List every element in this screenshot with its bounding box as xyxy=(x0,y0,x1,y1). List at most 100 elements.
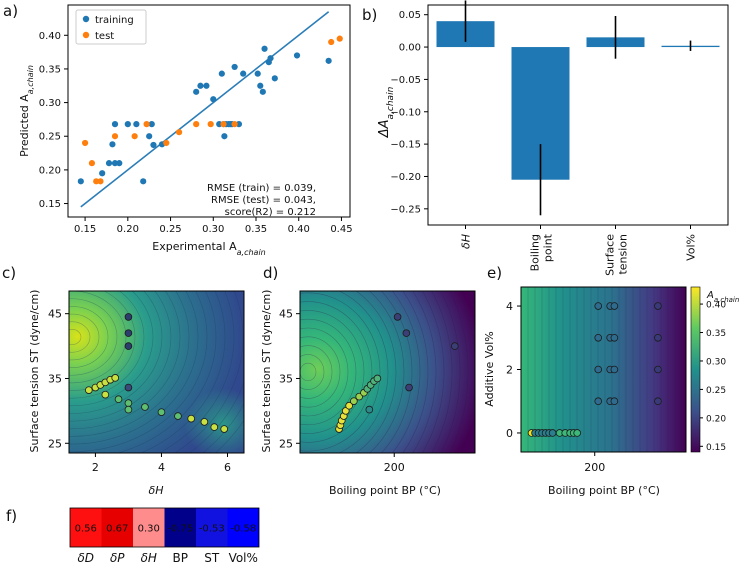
panel-c-points xyxy=(85,313,228,433)
x-tick-label: 0.15 xyxy=(74,224,96,235)
panel-d-label: d) xyxy=(263,264,278,282)
panel-b-categories: δH Boilingpoint Surfacetension Vol% xyxy=(460,225,698,276)
contour-line xyxy=(300,362,317,382)
heatmap-label: δP xyxy=(110,551,125,564)
annotation-r2: score(R2) = 0.212 xyxy=(225,207,316,218)
point-training xyxy=(231,63,238,71)
point-training xyxy=(197,82,204,89)
contour-line xyxy=(300,318,357,426)
point-test xyxy=(336,35,343,42)
sample-point xyxy=(111,374,120,382)
point-test xyxy=(193,121,200,128)
sample-point xyxy=(402,329,411,337)
panel-c-ticks: 2 4 6 25 35 45 xyxy=(48,308,231,474)
panel-a-label: a) xyxy=(3,2,18,20)
category-label-line: Vol% xyxy=(685,234,698,261)
sample-point xyxy=(393,313,402,321)
heatmap-cell xyxy=(164,508,196,547)
annotation-rmse-train: RMSE (train) = 0.039, xyxy=(207,183,316,194)
y-tick-label: 0 xyxy=(506,427,513,440)
sample-point xyxy=(124,342,133,350)
heatmap-label: Vol% xyxy=(229,551,258,564)
contour-line xyxy=(69,313,100,361)
point-training xyxy=(140,178,147,185)
panel-d-contour xyxy=(300,291,475,453)
panel-b-ylabel: ΔAa,chain xyxy=(377,86,396,138)
sample-point xyxy=(124,405,133,414)
y-tick-label: 0.15 xyxy=(39,199,61,210)
sample-point xyxy=(141,403,149,411)
point-test xyxy=(111,133,119,140)
panel-b-ticks: 0.05 0.00 −0.05 −0.10 −0.15 −0.20 −0.25 xyxy=(390,10,428,215)
category-label: Surfacetension xyxy=(604,234,630,276)
panel-c-xlabel: δH xyxy=(148,484,163,497)
heatmap-cell xyxy=(101,508,133,547)
x-tick-label: 200 xyxy=(584,461,605,474)
point-test xyxy=(231,121,238,128)
contour-line xyxy=(355,291,397,453)
contour-line xyxy=(69,291,172,422)
y-tick-label: 45 xyxy=(48,308,62,321)
colorbar-tick-label: 0.40 xyxy=(706,301,726,311)
sample-point xyxy=(124,399,133,407)
heatmap-value: 0.30 xyxy=(138,524,160,535)
x-tick-label: 4 xyxy=(158,461,165,474)
y-tick-label: 35 xyxy=(279,372,293,385)
contour-line xyxy=(449,291,469,453)
x-tick-label: 0.35 xyxy=(245,224,267,235)
contour-line xyxy=(174,291,244,453)
category-label: δH xyxy=(460,234,473,249)
sample-point xyxy=(187,414,195,423)
panel-a-points xyxy=(77,35,343,185)
sample-point xyxy=(610,397,619,406)
point-training xyxy=(271,75,278,82)
panel-e-label: e) xyxy=(487,264,502,282)
y-tick-label: 4 xyxy=(506,300,513,313)
point-training xyxy=(216,121,223,128)
sample-point xyxy=(124,329,133,337)
x-tick-label: 0.45 xyxy=(330,224,352,235)
sample-point xyxy=(341,407,350,415)
colorbar-ticks: 0.40 0.35 0.30 0.25 0.20 0.15 xyxy=(700,301,726,453)
panel-b-frame xyxy=(427,4,729,226)
point-training xyxy=(325,57,332,64)
panel-b-label: b) xyxy=(362,6,377,24)
point-training xyxy=(218,70,225,77)
panel-d-ylabel: Surface tension ST (dyne/cm) xyxy=(260,290,273,453)
contour-line xyxy=(300,292,381,452)
heatmap-label: ST xyxy=(204,551,220,564)
panel-c-label: c) xyxy=(2,264,16,282)
category-label-line: point xyxy=(542,233,555,262)
panel-a: a) 0.15 0.20 0.25 0.30 0.35 0.40 0.450.150.200… xyxy=(3,2,353,257)
point-training xyxy=(150,141,157,149)
contour-line xyxy=(440,291,461,453)
y-tick-label: −0.15 xyxy=(390,140,421,151)
point-training xyxy=(210,96,217,103)
heatmap-label: δH xyxy=(141,551,157,564)
panel-d-xlabel: Boiling point BP (°C) xyxy=(329,484,441,497)
panel-f-label: f) xyxy=(6,507,17,525)
heatmap-cell xyxy=(227,508,259,547)
sample-point xyxy=(345,401,353,410)
point-test xyxy=(97,178,104,185)
heatmap-value: 0.67 xyxy=(106,524,128,535)
colorbar-tick-label: 0.30 xyxy=(706,357,726,367)
panel-f-cells: 0.56 δD 0.67 δP 0.30 δH -0.75 BP -0.53 ST -0.58 Vol… xyxy=(69,507,260,564)
point-test xyxy=(328,38,335,46)
y-tick-label: 0.40 xyxy=(39,31,61,42)
point-training xyxy=(235,121,243,128)
category-label: Vol% xyxy=(685,234,698,261)
panel-c: c) 2 4 6 25 35 45 δH Surface tension ST (dyne… xyxy=(2,264,245,497)
panel-a-ylabel: Predicted Aa,chain xyxy=(18,65,35,157)
annotation-rmse-test: RMSE (test) = 0.043, xyxy=(211,195,316,206)
contour-line xyxy=(412,291,437,453)
point-training xyxy=(240,70,247,77)
point-training xyxy=(116,160,123,167)
fit-line xyxy=(80,11,330,208)
point-test xyxy=(88,160,96,167)
panel-e-ticks: 200 0 2 4 xyxy=(506,300,605,474)
colorbar-tick-label: 0.25 xyxy=(706,386,726,396)
heatmap-cell xyxy=(196,508,228,547)
point-test xyxy=(175,129,183,136)
point-training xyxy=(109,141,116,148)
